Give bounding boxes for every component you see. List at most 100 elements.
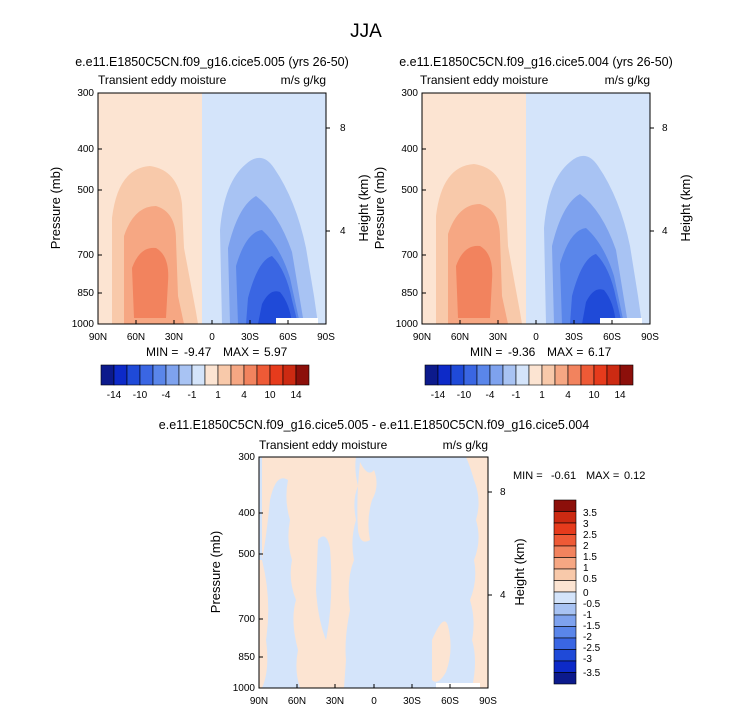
panel-a-xtick-30n: 30N xyxy=(165,332,183,343)
panel-c-ytick-400: 400 xyxy=(238,508,255,519)
colorbar-a-cell xyxy=(191,364,206,386)
colorbar-c-cell xyxy=(553,545,577,558)
panel-b-ytick-300: 300 xyxy=(401,88,418,99)
panel-b-ytick-500: 500 xyxy=(401,185,418,196)
panel-b-ytick-850: 850 xyxy=(401,288,418,299)
colorbar-c-label: 0 xyxy=(583,588,589,599)
panel-a-left-label: Transient eddy moisture xyxy=(98,73,227,87)
colorbar-b-cells xyxy=(424,364,634,386)
colorbar-c-label: 1.5 xyxy=(583,552,597,563)
colorbar-b-cell xyxy=(463,364,478,386)
panel-a-min-label: MIN = xyxy=(146,345,178,359)
colorbar-a-label: 14 xyxy=(290,390,302,401)
panel-c-title: e.e11.E1850C5CN.f09_g16.cice5.005 - e.e1… xyxy=(159,418,589,432)
panel-c-ytick-700: 700 xyxy=(238,614,255,625)
panel-a-xtick-30s: 30S xyxy=(241,332,259,343)
panel-c-yticks: 300 400 500 700 850 1000 xyxy=(233,452,263,694)
colorbar-a-cell xyxy=(178,364,193,386)
colorbar-b-label: 14 xyxy=(614,390,626,401)
panel-a-xtick-0: 0 xyxy=(209,332,215,343)
colorbar-c-cell xyxy=(553,637,577,650)
colorbar-b-cell xyxy=(619,364,634,386)
colorbar-b-cell xyxy=(567,364,582,386)
colorbar-a-cell xyxy=(256,364,271,386)
panel-b-yticks: 300 400 500 700 850 1000 xyxy=(396,88,426,330)
colorbar-a-cell xyxy=(204,364,219,386)
colorbar-a-label: 1 xyxy=(215,390,221,401)
colorbar-c-cell xyxy=(553,626,577,639)
colorbar-a-label: -10 xyxy=(133,390,148,401)
panel-a-ylabel: Pressure (mb) xyxy=(48,167,63,249)
panel-b: e.e11.E1850C5CN.f09_g16.cice5.004 (yrs 2… xyxy=(372,55,693,359)
colorbar-c-cell xyxy=(553,591,577,604)
panel-b-height-tick-8: 8 xyxy=(662,123,668,134)
colorbar-a-labels: -14 -10 -4 -1 1 4 10 14 xyxy=(107,390,302,401)
panel-a-max-label: MAX = xyxy=(223,345,259,359)
colorbar-c-label: -3 xyxy=(583,654,592,665)
panel-b-pos-contour-3 xyxy=(456,245,493,318)
panel-c-min-value: -0.61 xyxy=(551,470,576,482)
panel-c-contours xyxy=(259,457,488,688)
colorbar-a: -14 -10 -4 -1 1 4 10 14 xyxy=(100,364,310,401)
panel-a-ytick-400: 400 xyxy=(77,144,94,155)
panel-a-xtick-90n: 90N xyxy=(89,332,107,343)
panel-c-xticks: 90N 60N 30N 0 30S 60S 90S xyxy=(250,684,497,707)
panel-a-xtick-60s: 60S xyxy=(279,332,297,343)
colorbar-a-label: -4 xyxy=(162,390,171,401)
colorbar-b-cell xyxy=(424,364,439,386)
colorbar-b-label: 4 xyxy=(565,390,571,401)
colorbar-c-cell xyxy=(553,534,577,547)
panel-b-min-value: -9.36 xyxy=(508,345,536,359)
colorbar-c-cell xyxy=(553,568,577,581)
panel-b-xtick-90s: 90S xyxy=(641,332,659,343)
colorbar-c-cell xyxy=(553,511,577,524)
panel-a-height-tick-4: 4 xyxy=(340,226,346,237)
colorbar-b-cell xyxy=(502,364,517,386)
panel-c: e.e11.E1850C5CN.f09_g16.cice5.005 - e.e1… xyxy=(159,418,646,707)
panel-c-height-tick-4: 4 xyxy=(500,590,506,601)
panel-a-missing-strip xyxy=(276,318,318,324)
panel-c-xtick-60n: 60N xyxy=(288,696,306,707)
panel-a-height-ticks: 8 4 xyxy=(326,123,346,237)
colorbar-c-label: -0.5 xyxy=(583,599,601,610)
panel-a-right-label: m/s g/kg xyxy=(281,73,326,87)
colorbar-c-label: 0.5 xyxy=(583,574,597,585)
panel-a-ylabel-right: Height (km) xyxy=(356,174,371,241)
panel-a-xtick-60n: 60N xyxy=(127,332,145,343)
colorbar-b: -14 -10 -4 -1 1 4 10 14 xyxy=(424,364,634,401)
colorbar-a-cells xyxy=(100,364,310,386)
colorbar-c-cell xyxy=(553,603,577,616)
panel-b-missing-strip xyxy=(600,318,642,324)
colorbar-a-label: 10 xyxy=(264,390,276,401)
panel-a-title: e.e11.E1850C5CN.f09_g16.cice5.005 (yrs 2… xyxy=(75,55,349,69)
panel-c-pos-region-1 xyxy=(262,457,358,688)
panel-c-xtick-0: 0 xyxy=(371,696,377,707)
panel-b-xtick-60n: 60N xyxy=(451,332,469,343)
colorbar-a-cell xyxy=(269,364,284,386)
panel-b-xticks: 90N 60N 30N 0 30S 60S 90S xyxy=(413,320,659,343)
colorbar-b-cell xyxy=(528,364,543,386)
colorbar-c-cell xyxy=(553,649,577,662)
colorbar-a-cell xyxy=(126,364,141,386)
panel-b-min-label: MIN = xyxy=(470,345,502,359)
panel-b-title: e.e11.E1850C5CN.f09_g16.cice5.004 (yrs 2… xyxy=(399,55,673,69)
colorbar-c-cells xyxy=(553,499,577,685)
colorbar-b-cell xyxy=(437,364,452,386)
panel-b-height-ticks: 8 4 xyxy=(650,123,668,237)
colorbar-b-cell xyxy=(541,364,556,386)
panel-c-xtick-90n: 90N xyxy=(250,696,268,707)
colorbar-c-label: 1 xyxy=(583,563,589,574)
panel-a-xticks: 90N 60N 30N 0 30S 60S 90S xyxy=(89,320,335,343)
panel-c-ytick-500: 500 xyxy=(238,549,255,560)
panel-b-height-tick-4: 4 xyxy=(662,226,668,237)
colorbar-c-label: -1 xyxy=(583,610,592,621)
colorbar-c-label: -2.5 xyxy=(583,643,601,654)
panel-c-height-ticks: 8 4 xyxy=(488,487,506,601)
panel-b-ytick-1000: 1000 xyxy=(396,319,419,330)
colorbar-c-label: 2 xyxy=(583,541,589,552)
colorbar-c-cell xyxy=(553,672,577,685)
panel-b-xtick-60s: 60S xyxy=(603,332,621,343)
colorbar-b-cell xyxy=(593,364,608,386)
colorbar-c-label: 2.5 xyxy=(583,530,597,541)
colorbar-a-cell xyxy=(282,364,297,386)
